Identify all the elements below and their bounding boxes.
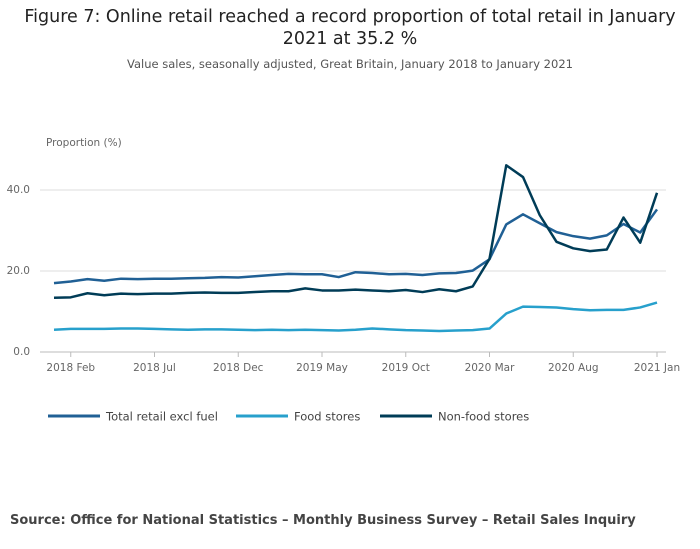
chart-subtitle: Value sales, seasonally adjusted, Great … xyxy=(127,57,573,71)
x-tick-label: 2021 Jan xyxy=(634,362,680,374)
x-tick-label: 2019 May xyxy=(296,362,348,374)
legend-label: Food stores xyxy=(294,410,360,424)
y-tick-label: 20.0 xyxy=(7,265,30,277)
y-axis-label: Proportion (%) xyxy=(46,137,122,149)
y-tick-label: 0.0 xyxy=(13,346,30,358)
series-line xyxy=(53,164,659,299)
x-tick-label: 2020 Mar xyxy=(465,362,516,374)
legend-label: Total retail excl fuel xyxy=(105,410,218,424)
x-tick-label: 2018 Jul xyxy=(133,362,176,374)
series-line xyxy=(53,301,658,333)
x-tick-label: 2018 Feb xyxy=(46,362,95,374)
series-line xyxy=(53,208,659,285)
chart-title: Figure 7: Online retail reached a record… xyxy=(24,7,676,49)
x-tick-label: 2019 Oct xyxy=(382,362,430,374)
legend-label: Non-food stores xyxy=(438,410,529,424)
y-tick-label: 40.0 xyxy=(7,184,30,196)
x-tick-label: 2018 Dec xyxy=(213,362,264,374)
source-note: Source: Office for National Statistics –… xyxy=(10,513,636,528)
x-tick-label: 2020 Aug xyxy=(548,362,599,374)
